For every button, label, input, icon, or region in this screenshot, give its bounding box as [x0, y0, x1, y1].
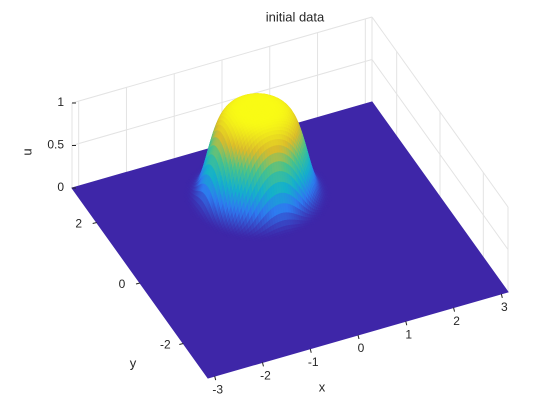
surface	[71, 93, 509, 379]
x-tick	[500, 293, 503, 299]
surface-patch	[236, 237, 242, 241]
axes-front: -3 -2 -1 0 1 2 3 -2 0 2 0 0.5 1	[47, 95, 508, 396]
surface-patch	[200, 222, 205, 226]
grid-line	[371, 59, 509, 250]
x-tick-label: 2	[453, 314, 460, 328]
x-tick-label: -2	[260, 369, 271, 383]
x-tick	[309, 348, 312, 353]
x-tick-label: -3	[212, 382, 223, 396]
surface-patch	[257, 238, 263, 242]
x-tick	[214, 375, 217, 381]
surface-patch	[218, 231, 223, 235]
surface-patch	[233, 236, 238, 240]
chart-title: initial data	[266, 9, 325, 24]
surface-patch	[192, 215, 197, 219]
x-tick	[357, 334, 360, 340]
surface-patch	[210, 228, 215, 232]
z-axis-label: u	[19, 148, 34, 155]
x-tick-label: 3	[501, 300, 508, 314]
surface-patch	[229, 235, 235, 239]
x-tick-label: 1	[405, 327, 412, 341]
y-axis-label: y	[130, 355, 137, 370]
surface-patch	[251, 238, 257, 242]
surface-patch	[266, 238, 271, 242]
x-tick	[405, 321, 408, 326]
z-tick-label: 0.5	[47, 138, 64, 152]
x-tick	[261, 362, 264, 367]
grid-line	[71, 59, 373, 146]
surface-patch	[226, 234, 231, 239]
z-tick-label: 0	[57, 180, 64, 194]
surface-patch	[214, 230, 220, 235]
z-tick-label: 1	[57, 95, 64, 109]
y-tick	[135, 282, 141, 285]
x-tick-label: 0	[358, 341, 365, 355]
surface-floor	[71, 101, 509, 379]
surface-patch	[205, 226, 211, 230]
y-tick	[179, 343, 184, 345]
surface-patch	[246, 238, 251, 242]
surface-patch	[279, 236, 284, 240]
surface-patch	[222, 234, 228, 238]
x-tick	[453, 307, 456, 312]
grid-line	[71, 16, 373, 104]
grid-line	[371, 16, 509, 208]
y-tick-label: 0	[119, 277, 126, 291]
x-tick-label: -1	[308, 355, 319, 369]
surface-patch	[242, 237, 248, 241]
y-tick-label: 2	[75, 217, 82, 231]
x-axis-label: x	[319, 379, 326, 394]
y-tick-label: -2	[160, 338, 171, 352]
y-tick	[92, 222, 97, 224]
